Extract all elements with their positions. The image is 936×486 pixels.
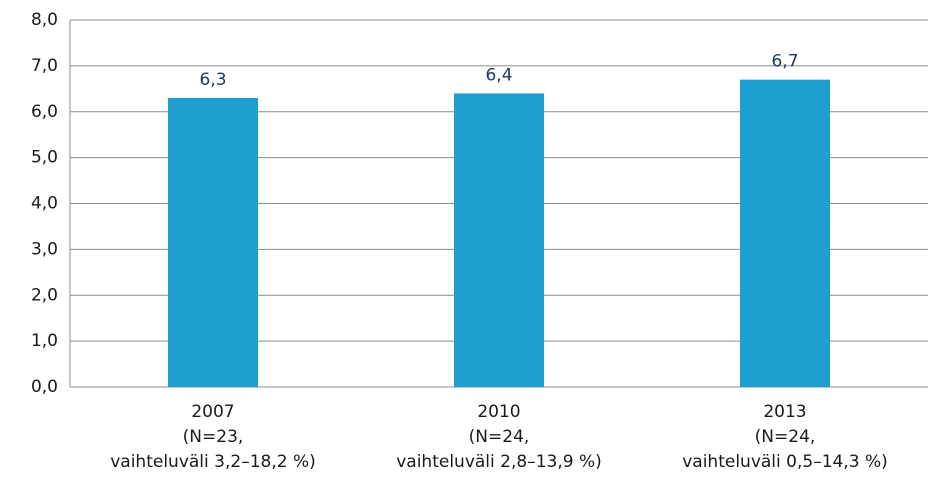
y-tick-label: 6,0 [31, 102, 58, 122]
value-label: 6,4 [485, 65, 512, 85]
x-tick-label: vaihteluväli 0,5–14,3 %) [682, 452, 888, 472]
x-tick-label: 2007 [191, 402, 234, 422]
y-tick-label: 4,0 [31, 194, 58, 214]
y-tick-label: 8,0 [31, 10, 58, 30]
x-tick-label: vaihteluväli 2,8–13,9 %) [396, 452, 602, 472]
bar [740, 79, 830, 387]
y-tick-label: 0,0 [31, 377, 58, 397]
value-label: 6,3 [199, 70, 226, 90]
x-tick-label: (N=24, [469, 427, 530, 447]
value-label: 6,7 [771, 52, 798, 72]
bar [454, 93, 544, 388]
x-tick-label: 2013 [763, 402, 806, 422]
y-tick-label: 7,0 [31, 56, 58, 76]
y-tick-label: 3,0 [31, 239, 58, 259]
bar [168, 97, 258, 388]
y-tick-label: 5,0 [31, 148, 58, 168]
x-tick-label: vaihteluväli 3,2–18,2 %) [110, 452, 316, 472]
x-tick-label: 2010 [477, 402, 520, 422]
x-tick-label: (N=24, [755, 427, 816, 447]
y-tick-label: 1,0 [31, 331, 58, 351]
x-tick-label: (N=23, [183, 427, 244, 447]
y-tick-label: 2,0 [31, 285, 58, 305]
